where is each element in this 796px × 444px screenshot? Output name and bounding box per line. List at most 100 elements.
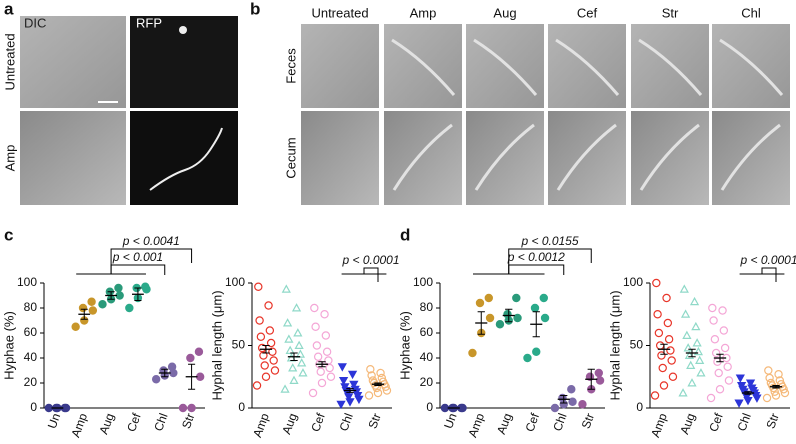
hypha [556,123,617,191]
y-axis-label: Hyphal length (μm) [607,290,622,400]
bracket [363,267,379,282]
data-point [708,303,717,313]
x-tick-label: Amp [465,411,487,439]
column-label: Str [662,5,679,20]
y-tick-label: 60 [24,325,38,339]
error-bar [262,345,270,354]
error-bar [688,348,696,358]
data-point [87,297,96,306]
micrograph [384,24,462,108]
data-point [654,328,664,338]
panel-label: b [250,0,260,18]
bracket [110,264,166,275]
data-point [195,372,205,381]
data-point [269,356,278,365]
y-tick-label: 80 [24,300,38,314]
data-point [668,372,678,381]
bracket [508,248,592,274]
x-tick-label: Cef [523,411,543,434]
data-point [567,385,576,394]
data-point [313,352,323,361]
data-point [266,338,276,348]
data-point [326,372,336,381]
data-point [293,328,303,337]
data-point [484,293,493,303]
y-tick-label: 0 [426,400,433,414]
micrograph [20,16,126,108]
data-point [585,372,595,381]
error-bar [660,343,668,355]
data-point [723,362,732,371]
error-bar [290,352,298,361]
data-point [376,368,385,378]
data-point [532,347,541,356]
column-label: Cef [577,5,598,20]
row-label: Cecum [283,137,298,178]
x-tick-label: Un [441,411,459,430]
data-point [187,403,196,413]
data-point [347,370,358,380]
data-point [503,310,512,319]
data-point [141,282,150,291]
data-point [178,403,188,413]
data-point [736,382,747,391]
y-tick-label: 0 [30,400,37,414]
data-point [268,347,277,356]
x-tick-label: Un [45,411,63,430]
data-point [475,298,485,308]
data-point [523,353,532,363]
data-point [78,303,88,313]
data-point [312,341,322,350]
data-point [680,309,691,318]
y-tick-label: 20 [420,375,434,389]
x-tick-label: Cef [308,411,328,434]
y-axis-label: Hyphae (%) [1,311,16,380]
x-tick-label: Cef [124,411,144,434]
data-point [373,388,383,398]
y-tick-label: 50 [232,338,246,352]
error-bar [505,308,513,323]
data-point [683,343,693,352]
data-point [321,331,331,340]
y-tick-label: 100 [413,275,433,289]
data-point [540,313,550,323]
data-point [682,330,692,339]
row-label: Untreated [2,33,17,90]
data-point [98,300,107,309]
column-label: RFP [136,15,162,30]
data-point [159,366,168,375]
data-point [378,377,388,386]
y-tick-label: 50 [630,338,644,352]
data-point [367,371,376,380]
data-point [377,373,387,383]
micrograph [548,24,626,108]
data-point [686,360,696,369]
error-bar [161,368,169,378]
hypha [392,123,453,191]
data-point [485,313,495,323]
x-tick-label: Chl [336,411,355,433]
data-point [684,350,695,359]
data-point [260,361,269,370]
data-point [317,378,327,388]
data-point [774,370,783,379]
micrograph [631,24,709,108]
panel-label: a [4,0,14,18]
data-point [745,379,756,388]
row-label: Amp [2,145,17,172]
row-label: Feces [283,48,298,84]
x-tick-label: Chl [151,411,170,433]
x-tick-label: Aug [96,411,116,436]
data-point [775,376,785,385]
panel-label: d [400,225,410,244]
data-point [734,399,744,408]
x-tick-label: Aug [494,411,514,436]
p-value: p < 0.0012 [507,250,565,264]
panel-label: c [4,225,13,244]
y-tick-label: 40 [24,350,38,364]
data-point [776,380,786,389]
data-point [336,400,346,410]
data-point [658,363,667,373]
data-point [693,346,704,356]
x-tick-label: Chl [550,411,569,433]
